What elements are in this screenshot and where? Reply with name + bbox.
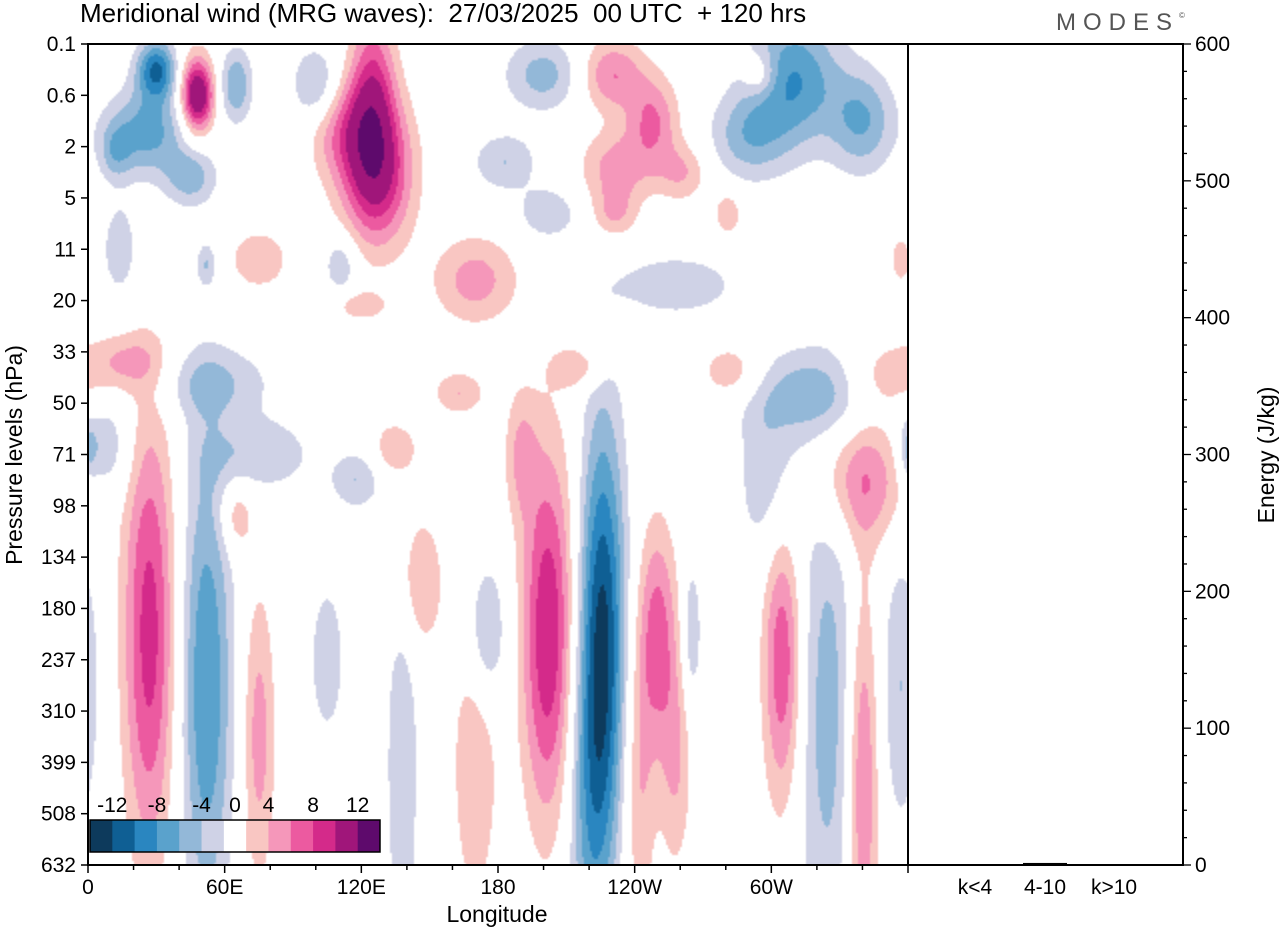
- energy-bar: [1092, 864, 1136, 865]
- energy-category-label: k<4: [958, 876, 993, 899]
- colorbar-swatch: [290, 820, 314, 852]
- colorbar-swatch: [90, 820, 113, 852]
- y-tick-label: 237: [41, 649, 76, 672]
- energy-axis-title: Energy (J/kg): [1253, 387, 1279, 524]
- colorbar-label: -12: [97, 794, 127, 817]
- energy-category-label: 4-10: [1024, 876, 1066, 899]
- colorbar-swatch: [179, 820, 202, 852]
- logo-mark: ©: [1179, 11, 1185, 20]
- x-tick-label: 120E: [337, 876, 386, 899]
- colorbar-swatch: [201, 820, 225, 852]
- colorbar-swatch: [134, 820, 158, 852]
- colorbar-swatch: [357, 820, 381, 852]
- longitude-axis: 0 60E 120E 180 120W 60W: [82, 865, 909, 899]
- colorbar-swatch: [156, 820, 180, 852]
- energy-panel-border: [907, 43, 1184, 866]
- modes-logo: MODES©: [1056, 9, 1185, 37]
- colorbar-swatch: [112, 820, 136, 852]
- energy-tick-label: 300: [1195, 444, 1230, 467]
- y-tick-label: 33: [53, 341, 76, 364]
- y-axis-title: Pressure levels (hPa): [1, 345, 27, 565]
- wind-field-image: [88, 44, 908, 865]
- x-tick-label: 60W: [750, 876, 793, 899]
- y-tick-label: 71: [53, 444, 76, 467]
- y-tick-label: 2: [64, 136, 76, 159]
- logo-text: MODES: [1056, 9, 1180, 36]
- wind-contour-field: [88, 44, 908, 865]
- energy-tick-label: 500: [1195, 170, 1230, 193]
- y-tick-label: 508: [41, 803, 76, 826]
- colorbar-swatch: [335, 820, 359, 852]
- energy-tick-label: 600: [1195, 33, 1230, 56]
- colorbar: -12 -8 -4 0 4 8 12: [89, 794, 381, 853]
- x-tick-label: 120W: [607, 876, 662, 899]
- x-tick-label: 60E: [206, 876, 243, 899]
- colorbar-border: [89, 819, 381, 853]
- energy-tick-label: 200: [1195, 580, 1230, 603]
- colorbar-label: -4: [192, 794, 211, 817]
- chart-title: Meridional wind (MRG waves): 27/03/2025 …: [80, 0, 807, 28]
- colorbar-swatch: [313, 820, 336, 852]
- x-tick-label: 0: [82, 876, 94, 899]
- y-tick-label: 98: [53, 495, 76, 518]
- y-tick-label: 310: [41, 700, 76, 723]
- x-tick-label: 180: [480, 876, 515, 899]
- y-tick-label: 180: [41, 597, 76, 620]
- colorbar-label: 4: [263, 794, 275, 817]
- energy-bar: [953, 864, 997, 865]
- energy-bar: [1023, 862, 1067, 865]
- energy-tick-label: 100: [1195, 717, 1230, 740]
- energy-tick-label: 400: [1195, 307, 1230, 330]
- colorbar-label: 8: [307, 794, 319, 817]
- y-tick-label: 632: [41, 854, 76, 877]
- y-tick-label: 50: [53, 392, 76, 415]
- y-tick-label: 11: [54, 238, 76, 261]
- energy-panel: 0 100 200 300 400 500 600 k<4 4-10 k>10: [907, 33, 1230, 899]
- y-tick-label: 20: [53, 290, 76, 313]
- colorbar-label: 0: [229, 794, 241, 817]
- energy-tick-label: 0: [1195, 854, 1207, 877]
- y-tick-label: 5: [64, 187, 76, 210]
- pressure-axis: 0.1 0.6 2 5 11 20 33 50 71 98 134 180 237 310 399 508 63…: [41, 33, 88, 877]
- colorbar-label: -8: [148, 794, 167, 817]
- colorbar-swatch: [223, 820, 247, 852]
- y-tick-label: 0.1: [47, 33, 76, 56]
- colorbar-label: 12: [346, 794, 369, 817]
- y-tick-label: 0.6: [47, 84, 76, 107]
- colorbar-swatch: [268, 820, 292, 852]
- y-tick-label: 399: [41, 751, 76, 774]
- energy-category-label: k>10: [1091, 876, 1137, 899]
- colorbar-swatch: [246, 820, 269, 852]
- x-axis-title: Longitude: [446, 901, 547, 927]
- y-tick-label: 134: [41, 546, 76, 569]
